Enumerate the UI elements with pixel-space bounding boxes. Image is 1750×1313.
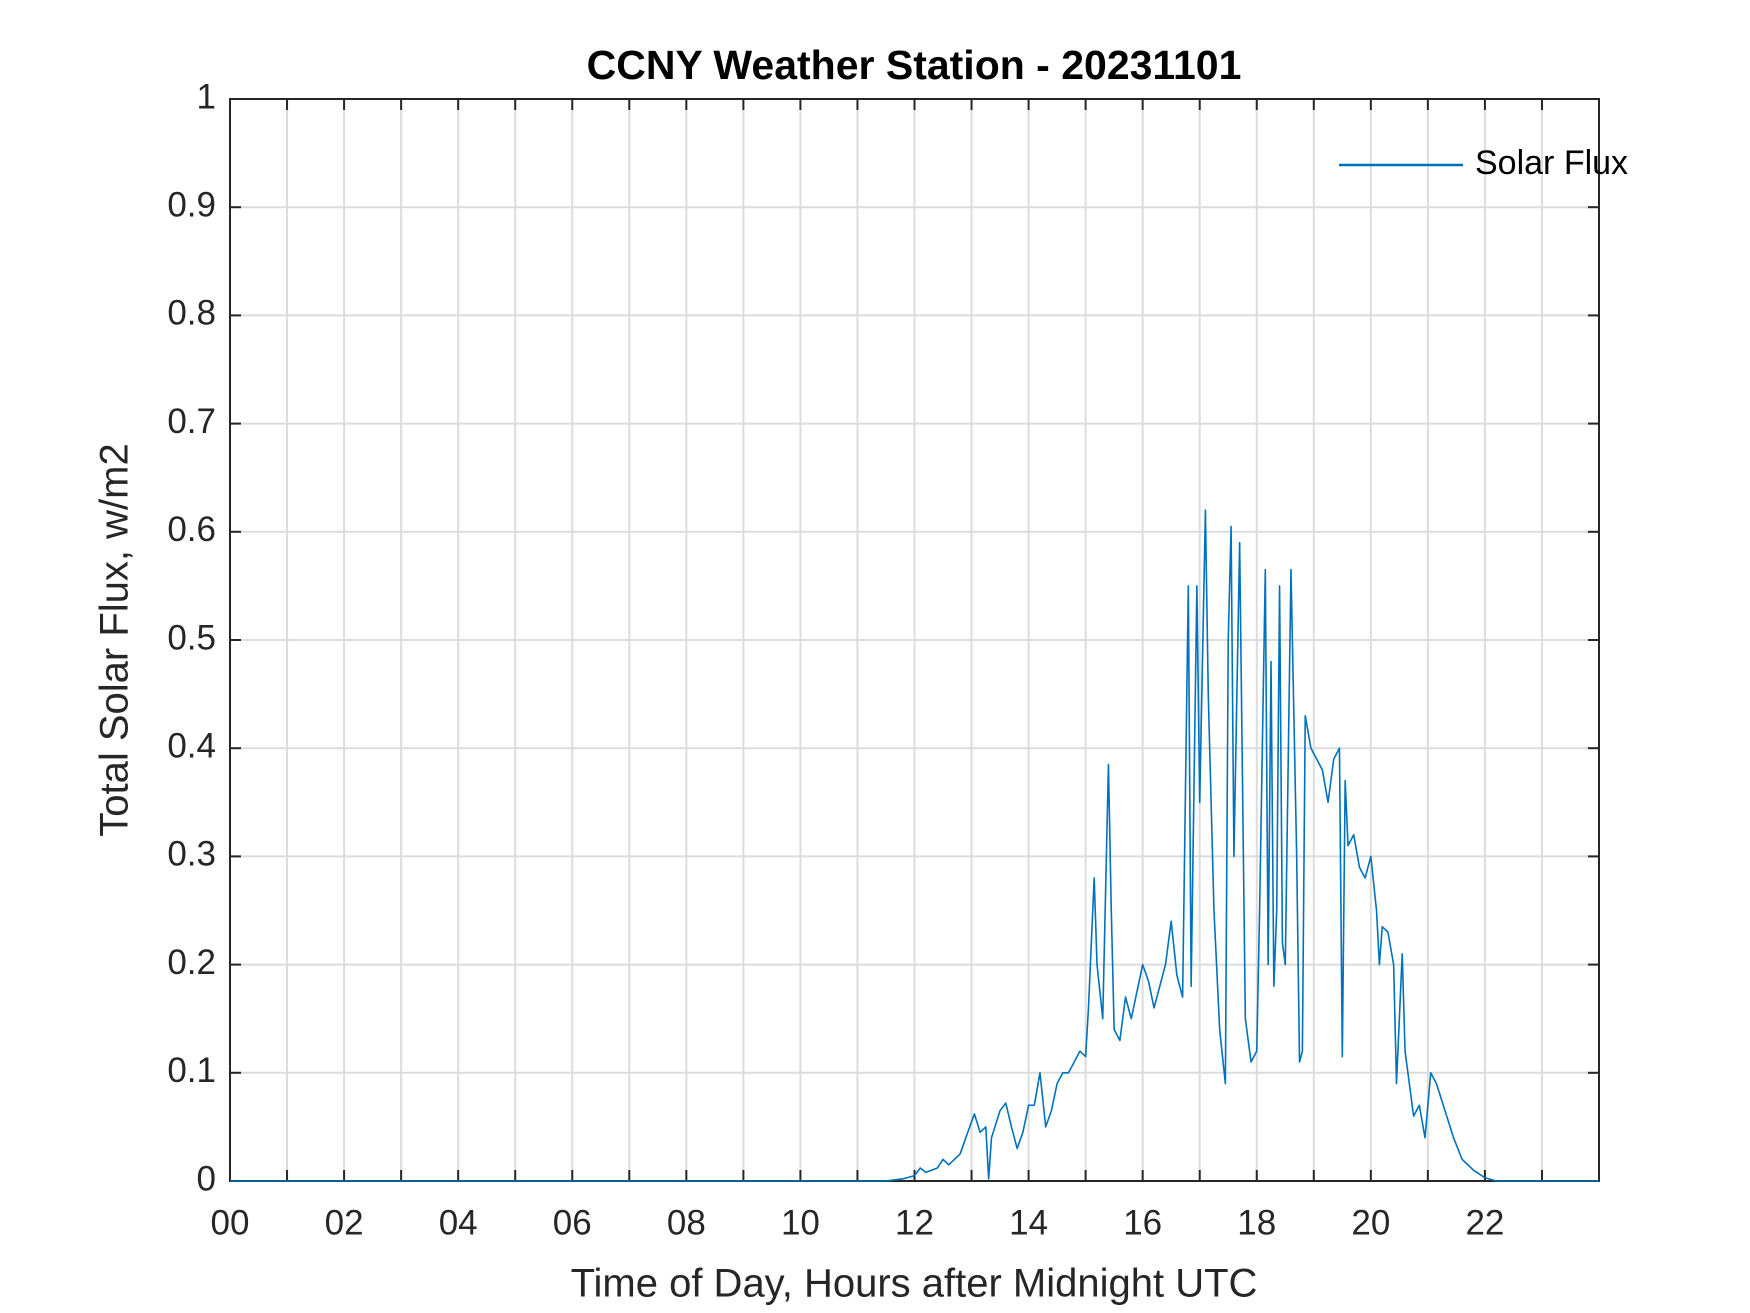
y-tick-label: 0.4: [167, 726, 216, 765]
x-tick-label: 16: [1123, 1203, 1162, 1242]
x-tick-label: 02: [325, 1203, 364, 1242]
plot-frame: [229, 98, 1600, 1182]
y-tick-label: 0.1: [167, 1051, 216, 1090]
x-tick-label: 20: [1351, 1203, 1390, 1242]
legend-label: Solar Flux: [1475, 144, 1628, 182]
y-tick-label: 0.5: [167, 618, 216, 657]
y-tick-label: 0.8: [167, 294, 216, 333]
chart-title: CCNY Weather Station - 20231101: [587, 42, 1242, 88]
y-tick-label: 0.9: [167, 185, 216, 224]
x-tick-label: 12: [895, 1203, 934, 1242]
x-tick-label: 06: [553, 1203, 592, 1242]
x-tick-label: 22: [1465, 1203, 1504, 1242]
x-tick-label: 08: [667, 1203, 706, 1242]
x-tick-label: 14: [1009, 1203, 1048, 1242]
data-line: [230, 509, 1599, 1182]
y-axis-label: Total Solar Flux, w/m2: [93, 443, 137, 836]
x-tick-label: 00: [211, 1203, 250, 1242]
y-tick-label: 0.6: [167, 510, 216, 549]
x-tick-label: 18: [1237, 1203, 1276, 1242]
x-axis-label: Time of Day, Hours after Midnight UTC: [571, 1262, 1258, 1306]
y-tick-label: 0.3: [167, 835, 216, 874]
y-tick-label: 0.2: [167, 943, 216, 982]
y-tick-label: 1: [197, 77, 216, 116]
y-tick-label: 0: [197, 1159, 216, 1198]
x-tick-label: 04: [439, 1203, 478, 1242]
x-tick-label: 10: [781, 1203, 820, 1242]
y-tick-label: 0.7: [167, 402, 216, 441]
